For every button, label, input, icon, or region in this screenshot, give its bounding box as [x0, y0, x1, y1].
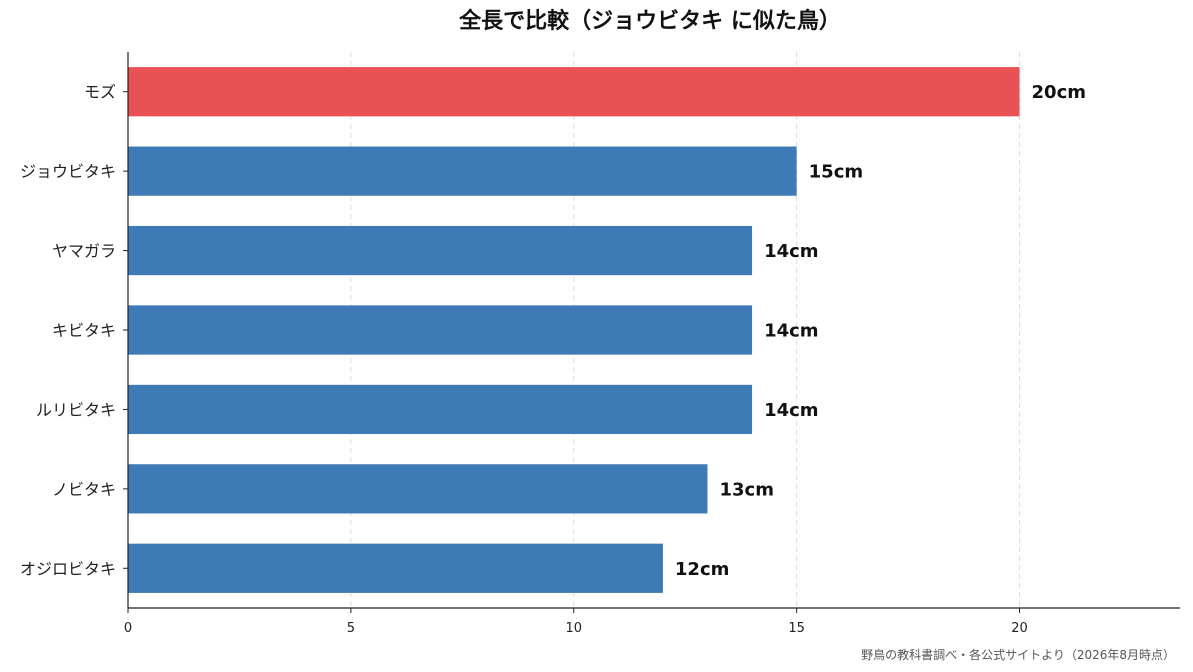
bar [128, 305, 753, 355]
category-label: ヤマガラ [52, 242, 116, 261]
bar [128, 543, 663, 593]
bar [128, 67, 1020, 117]
x-tick-label: 0 [124, 621, 132, 636]
bar [128, 225, 753, 276]
category-label: ルリビタキ [36, 400, 116, 419]
grid-lines [350, 52, 1021, 608]
x-tick-label: 5 [347, 621, 355, 636]
axes [127, 52, 1180, 609]
bar [128, 384, 753, 435]
x-tick-label: 10 [565, 621, 582, 636]
source-note: 野鳥の教科書調べ・各公式サイトより（2026年8月時点） [861, 647, 1175, 662]
category-label: オジロビタキ [20, 559, 116, 578]
x-axis-ticks: 0 5 10 15 20 [124, 608, 1028, 636]
bar [128, 464, 708, 514]
data-labels: 20cm 15cm 14cm 14cm 14cm 13cm 12cm [675, 82, 1086, 580]
category-label: モズ [84, 83, 116, 102]
value-label: 15cm [809, 162, 863, 183]
x-tick-label: 15 [788, 621, 805, 636]
category-label: キビタキ [52, 321, 116, 340]
value-label: 14cm [764, 400, 818, 421]
value-label: 12cm [675, 559, 729, 580]
chart-title: 全長で比較（ジョウビタキ に似た鳥） [458, 8, 841, 34]
bars [128, 67, 1020, 593]
x-tick-label: 20 [1011, 621, 1028, 636]
value-label: 14cm [764, 241, 818, 262]
category-label: ノビタキ [52, 480, 116, 499]
bar [128, 146, 797, 196]
value-label: 13cm [719, 479, 773, 500]
value-label: 20cm [1032, 82, 1086, 103]
category-label: ジョウビタキ [20, 162, 116, 181]
value-label: 14cm [764, 321, 818, 342]
